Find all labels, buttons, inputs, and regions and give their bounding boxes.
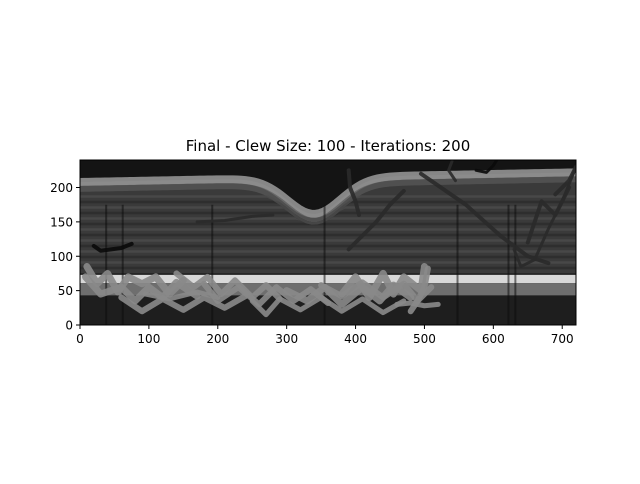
y-tick-label: 0 [65, 319, 73, 333]
x-tick-label: 500 [413, 332, 436, 346]
y-tick-label: 200 [50, 181, 73, 195]
x-tick-label: 200 [206, 332, 229, 346]
x-tick-label: 700 [551, 332, 574, 346]
y-tick-label: 150 [50, 215, 73, 229]
x-tick-label: 0 [76, 332, 84, 346]
x-tick-label: 400 [344, 332, 367, 346]
x-tick-label: 600 [482, 332, 505, 346]
x-tick-label: 300 [275, 332, 298, 346]
y-tick-label: 100 [50, 250, 73, 264]
y-tick-label: 50 [58, 284, 73, 298]
y-axis: 0 50 100 150 200 [50, 181, 80, 333]
brush-stroke [397, 303, 438, 306]
chart-title: Final - Clew Size: 100 - Iterations: 200 [186, 137, 471, 155]
x-axis: 0 100 200 300 400 500 600 700 [76, 325, 573, 346]
x-tick-label: 100 [137, 332, 160, 346]
